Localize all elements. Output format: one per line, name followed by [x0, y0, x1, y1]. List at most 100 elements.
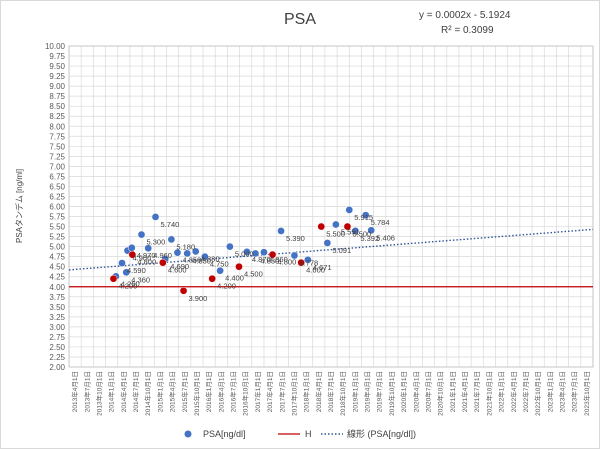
x-tick-label: 2022年4月1日	[509, 371, 518, 412]
psa-data-label: 5.390	[286, 234, 305, 243]
y-tick-label: 3.25	[49, 313, 65, 322]
x-tick-label: 2014年10月1日	[143, 371, 152, 416]
psa-point	[137, 230, 146, 239]
y-tick-label: 2.75	[49, 333, 65, 342]
psa-data-label: 4.778	[299, 259, 318, 268]
psa-point	[345, 206, 354, 214]
psa-point	[201, 252, 209, 261]
x-tick-label: 2013年4月1日	[70, 371, 79, 412]
legend-psa-marker	[184, 430, 192, 438]
x-tick-label: 2018年10月1日	[338, 371, 347, 416]
psa-point	[332, 220, 340, 229]
h-data-label: 4.500	[244, 270, 263, 279]
x-tick-label: 2014年4月1日	[119, 371, 128, 412]
h-point	[343, 222, 352, 231]
psa-data-label: 4.750	[210, 260, 229, 269]
trendline-r-squared: R² = 0.3099	[441, 25, 494, 36]
psa-point	[251, 249, 260, 258]
x-tick-label: 2022年10月1日	[533, 371, 542, 416]
x-tick-label: 2015年1月1日	[155, 371, 164, 412]
psa-point	[167, 235, 176, 244]
h-data-label: 4.200	[118, 282, 137, 291]
psa-data-label: 4.870	[252, 255, 271, 264]
x-tick-label: 2016年7月1日	[229, 371, 238, 412]
h-data-label: 4.200	[217, 282, 236, 291]
y-tick-label: 7.25	[49, 152, 65, 161]
x-tick-label: 2019年4月1日	[363, 371, 372, 412]
y-tick-label: 7.00	[49, 162, 65, 171]
y-tick-label: 6.25	[49, 192, 65, 201]
y-tick-label: 8.50	[49, 102, 65, 111]
y-tick-label: 2.25	[49, 353, 65, 362]
x-tick-label: 2016年1月1日	[204, 371, 213, 412]
x-tick-label: 2017年7月1日	[277, 371, 286, 412]
x-tick-label: 2021年10月1日	[484, 371, 493, 416]
psa-data-label: 4.970	[137, 251, 156, 260]
y-tick-label: 7.75	[49, 132, 65, 141]
y-tick-label: 7.50	[49, 142, 65, 151]
h-data-label: 5.500	[326, 230, 345, 239]
x-tick-label: 2017年1月1日	[253, 371, 262, 412]
psa-data-label: 4.960	[153, 251, 172, 260]
legend-h-label: H	[305, 429, 312, 439]
h-data-label: 5.500	[352, 230, 371, 239]
psa-point	[183, 249, 192, 258]
y-tick-label: 4.25	[49, 273, 65, 282]
h-point	[158, 258, 167, 267]
x-tick-label: 2020年7月1日	[423, 371, 432, 412]
h-point	[268, 250, 277, 259]
psa-data-label: 5.180	[176, 242, 195, 251]
x-tick-label: 2015年10月1日	[192, 371, 201, 416]
trendline-equation: y = 0.0002x - 5.1924	[419, 10, 511, 21]
psa-point	[361, 211, 370, 220]
psa-point	[323, 239, 332, 247]
psa-point	[226, 242, 234, 251]
h-data-label: 4.800	[137, 258, 156, 267]
psa-data-label: 4.880	[201, 254, 220, 263]
x-tick-label: 2014年1月1日	[107, 371, 116, 412]
y-tick-label: 9.25	[49, 72, 65, 81]
psa-point	[303, 255, 312, 264]
psa-point	[277, 227, 285, 235]
x-tick-label: 2016年10月1日	[241, 371, 250, 416]
psa-point	[260, 248, 268, 257]
h-point	[297, 258, 305, 267]
y-tick-label: 10.00	[45, 42, 66, 51]
psa-data-label: 4.671	[313, 263, 332, 272]
psa-data-label: 5.551	[341, 228, 360, 237]
y-tick-label: 5.00	[49, 243, 65, 252]
psa-point	[290, 251, 299, 260]
x-tick-label: 2023年7月1日	[570, 371, 579, 412]
psa-point	[151, 213, 160, 221]
x-tick-label: 2021年4月1日	[460, 371, 469, 412]
x-tick-label: 2017年10月1日	[289, 371, 298, 416]
psa-data-label: 4.830	[192, 256, 211, 265]
x-tick-label: 2016年4月1日	[216, 371, 225, 412]
y-tick-label: 9.50	[49, 62, 65, 71]
plot-border	[68, 45, 594, 368]
psa-point	[367, 226, 376, 235]
psa-data-label: 4.590	[127, 266, 146, 275]
x-tick-label: 2014年7月1日	[131, 371, 140, 412]
x-tick-label: 2017年4月1日	[265, 371, 274, 412]
psa-point	[243, 247, 251, 256]
x-tick-label: 2019年10月1日	[387, 371, 396, 416]
y-axis-title: PSAタンデム [ng/ml]	[14, 169, 24, 243]
y-tick-label: 8.75	[49, 92, 65, 101]
y-tick-label: 4.00	[49, 283, 65, 292]
psa-data-label: 4.860	[269, 255, 288, 264]
y-tick-label: 5.50	[49, 223, 65, 232]
y-tick-label: 9.00	[49, 82, 65, 91]
legend: PSA[ng/dl] H 線形 (PSA[ng/dl])	[184, 428, 416, 439]
h-point	[235, 262, 243, 271]
chart-title: PSA	[283, 11, 316, 28]
x-tick-label: 2019年1月1日	[350, 371, 359, 412]
y-tick-label: 5.25	[49, 233, 65, 242]
psa-data-label: 5.915	[354, 213, 373, 222]
psa-point	[216, 266, 224, 275]
gridlines	[68, 45, 594, 368]
y-tick-label: 4.75	[49, 253, 65, 262]
psa-data-label: 4.830	[260, 256, 279, 265]
y-tick-label: 9.75	[49, 52, 65, 61]
x-tick-label: 2021年1月1日	[448, 371, 457, 412]
